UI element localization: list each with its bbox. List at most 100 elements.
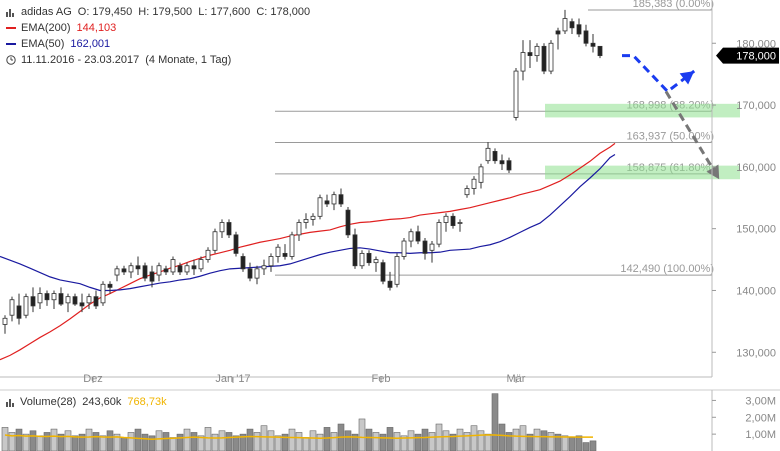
- candle-body: [394, 256, 400, 285]
- volume-bar: [71, 435, 79, 451]
- candle-body: [247, 268, 253, 279]
- candle: [226, 219, 232, 238]
- volume-bar: [225, 432, 233, 451]
- candle-body: [597, 45, 603, 57]
- legend-ema50-value: 162,001: [70, 38, 111, 50]
- candle: [247, 262, 253, 282]
- candle-body: [499, 160, 505, 165]
- volume-label: Volume(28): [20, 396, 77, 408]
- volume-bar: [505, 432, 513, 451]
- candle-body: [149, 271, 155, 282]
- candle-body: [401, 240, 407, 257]
- volume-bar: [190, 432, 198, 451]
- volume-bar: [64, 430, 72, 451]
- volume-bar: [386, 427, 394, 451]
- candle: [338, 188, 344, 208]
- volume-bar: [218, 430, 226, 451]
- candle-body: [58, 293, 64, 305]
- projection-arrows: [622, 54, 721, 181]
- candle-body: [156, 265, 162, 276]
- volume-legend: Volume(28) 243,60k 768,73k: [6, 396, 167, 408]
- candle-body: [128, 265, 134, 273]
- candle-body: [114, 268, 120, 276]
- volume-bars-icon: [6, 398, 16, 407]
- candle: [219, 219, 225, 238]
- candle: [79, 293, 85, 313]
- time-tick-label: Dez: [83, 373, 103, 385]
- candle: [541, 43, 547, 75]
- candle-body: [86, 296, 92, 304]
- ema200-line: [0, 142, 616, 361]
- volume-bar: [36, 435, 44, 451]
- candle: [282, 244, 288, 260]
- candle-body: [275, 246, 281, 257]
- price-axis: 130,000 140,000 150,000 160,000 170,000 180,0…: [711, 0, 779, 377]
- time-tick-label: Jan '17: [215, 373, 250, 385]
- fibonacci-zones: [545, 103, 740, 180]
- candle-body: [387, 280, 393, 288]
- volume-bar: [288, 428, 296, 451]
- volume-bar: [589, 440, 597, 451]
- volume-bar: [547, 432, 555, 451]
- volume-bar: [540, 430, 548, 451]
- volume-bar: [330, 432, 338, 451]
- candle-body: [23, 296, 29, 316]
- projection-arrow: [664, 90, 721, 181]
- candle: [303, 213, 309, 229]
- candle: [156, 262, 162, 282]
- candle-body: [268, 256, 274, 267]
- candle-body: [506, 160, 512, 171]
- volume-bar: [120, 437, 128, 451]
- candle-body: [205, 249, 211, 260]
- volume-bar: [267, 430, 275, 451]
- candle-body: [51, 293, 57, 301]
- volume-bar: [582, 442, 590, 451]
- last-price-label: 178,000: [736, 51, 776, 63]
- ema200-swatch: [6, 27, 16, 29]
- price-tick-label: 150,000: [736, 224, 776, 236]
- volume-bar: [85, 428, 93, 451]
- candle-body: [513, 70, 519, 118]
- clock-icon: [6, 55, 16, 65]
- volume-bar: [92, 432, 100, 451]
- candle: [191, 259, 197, 276]
- candle: [93, 290, 99, 310]
- volume-panel: 1,00M 2,00M 3,00M: [0, 389, 780, 451]
- candle: [520, 40, 526, 81]
- candle: [135, 256, 141, 276]
- candle-body: [569, 21, 575, 29]
- time-axis: Dez Jan '17 Feb Mär: [0, 373, 712, 385]
- candle: [212, 228, 218, 254]
- candle-body: [450, 215, 456, 226]
- volume-avg: 768,73k: [127, 396, 167, 408]
- candle: [373, 256, 379, 272]
- fib-level-label: 142,490 (100.00%): [620, 263, 714, 275]
- volume-bar: [463, 432, 471, 451]
- candle-body: [135, 265, 141, 270]
- volume-bar: [127, 432, 135, 451]
- volume-bar: [456, 428, 464, 451]
- candle-body: [331, 194, 337, 205]
- volume-bar: [295, 432, 303, 451]
- candle: [450, 213, 456, 229]
- candle: [170, 256, 176, 276]
- candle: [44, 290, 50, 306]
- candle: [58, 287, 64, 306]
- candle: [415, 225, 421, 245]
- candle-body: [282, 252, 288, 257]
- candle: [86, 293, 92, 310]
- volume-bar: [29, 430, 37, 451]
- candle-body: [44, 293, 50, 301]
- candle: [324, 194, 330, 208]
- volume-bar: [323, 427, 331, 451]
- candle-body: [100, 283, 106, 304]
- volume-bar: [197, 435, 205, 451]
- candle: [331, 191, 337, 211]
- candle-body: [261, 265, 267, 270]
- candle: [72, 293, 78, 306]
- candle-body: [289, 234, 295, 257]
- candle: [268, 253, 274, 272]
- volume-bar: [379, 433, 387, 451]
- candle-body: [198, 259, 204, 270]
